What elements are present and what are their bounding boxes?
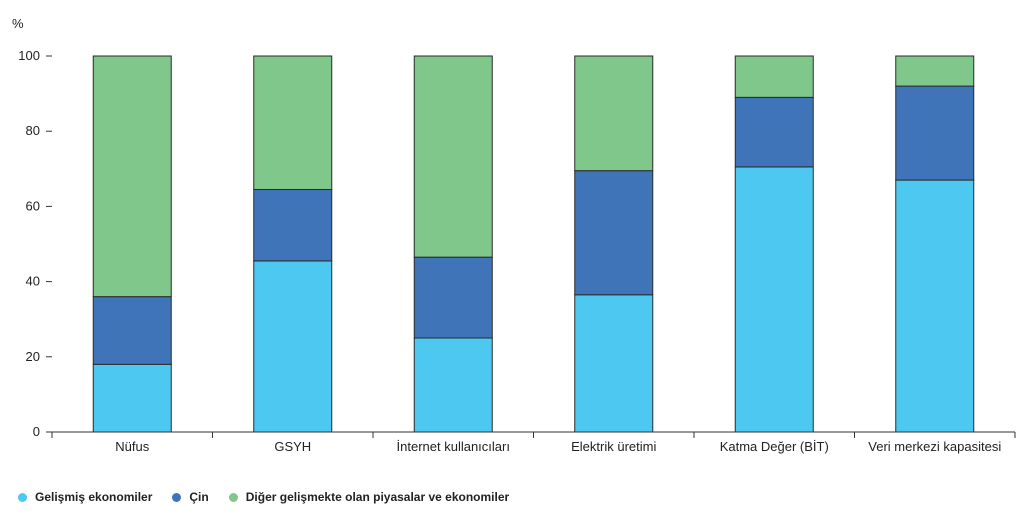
bar-segment-3-cat-3 <box>413 55 493 258</box>
bar-segment-2-cat-2 <box>253 188 333 262</box>
bar-segment-1-cat-1 <box>92 363 172 433</box>
legend-swatch-1 <box>18 492 27 502</box>
x-category-label-6: Veri merkezi kapasitesi <box>868 439 1001 454</box>
legend-swatch-2 <box>172 492 182 502</box>
bar-segment-2-cat-5 <box>734 96 814 168</box>
chart-canvas: % 0 20 40 60 80 100 Nüfus GSYH İnternet kullanıc… <box>12 16 1016 454</box>
legend-label-2: Çin <box>189 490 209 504</box>
bar-segment-1-cat-3 <box>413 337 493 433</box>
y-tick-label-0: 0 <box>33 424 40 439</box>
bar-segment-1-cat-2 <box>253 260 333 433</box>
x-category-label-2: GSYH <box>274 439 311 454</box>
stacked-bar-chart: % 0 20 40 60 80 100 Nüfus GSYH İnternet kullanıc… <box>12 16 1016 454</box>
bars-layer <box>92 55 975 433</box>
legend: Gelişmiş ekonomiler Çin Diğer gelişmekte o… <box>18 490 529 504</box>
bar-segment-2-cat-6 <box>895 85 975 181</box>
x-category-label-4: Elektrik üretimi <box>571 439 656 454</box>
legend-label-3: Diğer gelişmekte olan piyasalar ve ekono… <box>245 490 510 504</box>
legend-swatch-3 <box>228 492 238 502</box>
bar-segment-1-cat-5 <box>734 166 814 433</box>
bar-segment-2-cat-4 <box>574 170 654 296</box>
bar-segment-3-cat-1 <box>92 55 172 298</box>
bar-segment-1-cat-6 <box>895 179 975 433</box>
y-tick-label-60: 60 <box>26 198 40 213</box>
bar-segment-1-cat-4 <box>574 294 654 433</box>
bar-segment-3-cat-2 <box>253 55 333 190</box>
bar-segment-2-cat-1 <box>92 296 172 365</box>
bar-segment-3-cat-5 <box>734 55 814 98</box>
x-category-label-5: Katma Değer (BİT) <box>720 439 829 454</box>
y-axis-unit-label: % <box>12 16 24 31</box>
axis-layer: 0 20 40 60 80 100 Nüfus GSYH İnternet kullanıcıl… <box>18 48 1016 454</box>
x-category-label-3: İnternet kullanıcıları <box>397 439 510 454</box>
bar-segment-2-cat-3 <box>413 256 493 339</box>
bar-segment-3-cat-4 <box>574 55 654 172</box>
x-category-label-1: Nüfus <box>115 439 149 454</box>
y-tick-label-100: 100 <box>18 48 40 63</box>
legend-item-1: Gelişmiş ekonomiler <box>18 490 152 504</box>
legend-item-2: Çin <box>172 490 209 504</box>
legend-item-3: Diğer gelişmekte olan piyasalar ve ekono… <box>228 490 510 504</box>
y-tick-label-20: 20 <box>26 349 40 364</box>
y-tick-label-40: 40 <box>26 274 40 289</box>
legend-label-1: Gelişmiş ekonomiler <box>35 490 153 504</box>
y-tick-label-80: 80 <box>26 123 40 138</box>
bar-segment-3-cat-6 <box>895 55 975 87</box>
